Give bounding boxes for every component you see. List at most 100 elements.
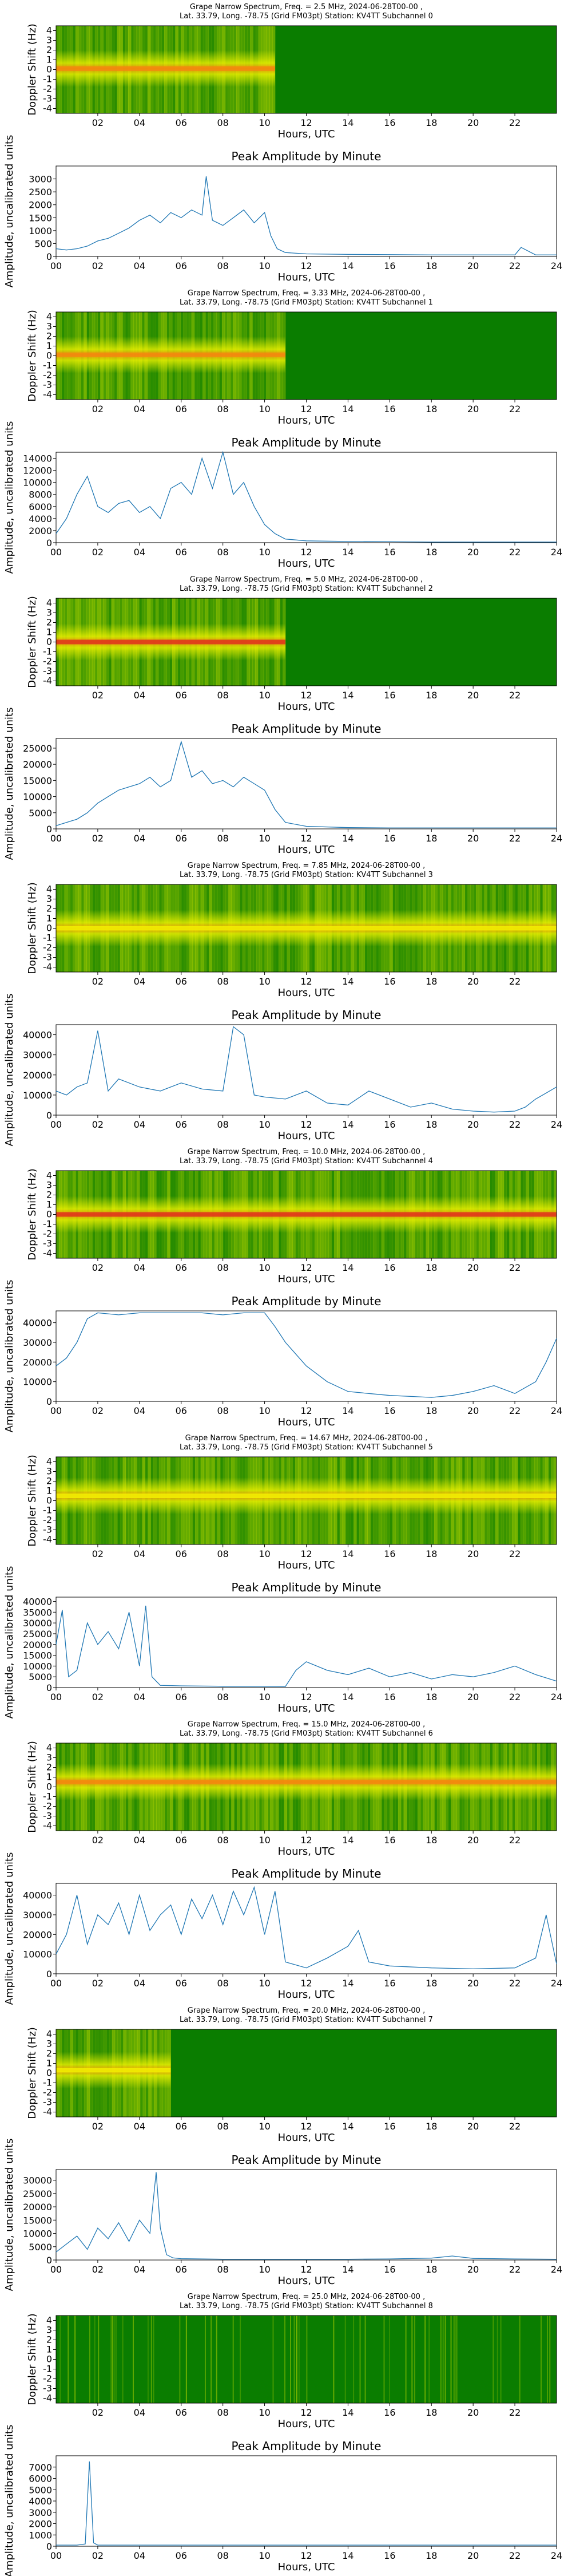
spectrogram-xlabel: Hours, UTC: [278, 2418, 335, 2430]
y-tick-label: 4: [46, 1743, 52, 1753]
y-tick-label: -2: [43, 1515, 52, 1526]
spectrogram-subtitle: Lat. 33.79, Long. -78.75 (Grid FM03pt) S…: [180, 871, 433, 879]
spectrum-stripe: [98, 2316, 100, 2403]
y-tick-label: 25000: [23, 2188, 52, 2199]
y-tick-label: -4: [43, 1534, 52, 1545]
y-tick-label: 3: [46, 1466, 52, 1477]
y-tick-label: -1: [43, 74, 52, 85]
spectrum-stripe: [179, 2316, 181, 2403]
amplitude-xlabel: Hours, UTC: [278, 1989, 335, 2001]
amplitude-series-line: [55, 1605, 557, 1687]
y-tick-label: 1: [46, 1199, 52, 1210]
y-tick-label: 3: [46, 2038, 52, 2049]
amplitude-xlabel: Hours, UTC: [278, 2561, 335, 2573]
amplitude-xlabel: Hours, UTC: [278, 844, 335, 856]
x-tick-label: 24: [551, 547, 562, 558]
spectrum-stripe: [293, 2316, 295, 2403]
y-tick-label: -4: [43, 2107, 52, 2117]
spectrogram-title: Grape Narrow Spectrum, Freq. = 20.0 MHz,…: [188, 2006, 425, 2015]
y-tick-label: 0: [46, 923, 52, 934]
x-tick-label: 24: [551, 1405, 562, 1416]
spectrum-carrier: [56, 639, 286, 645]
y-tick-label: 1: [46, 54, 52, 65]
y-tick-label: -2: [43, 656, 52, 667]
x-tick-label: 04: [134, 1405, 145, 1416]
y-tick-label: 1: [46, 341, 52, 351]
amplitude-frame: [55, 1883, 557, 1974]
spectrum-stripe: [450, 2316, 452, 2403]
x-tick-label: 24: [551, 1119, 562, 1130]
x-tick-label: 22: [509, 1262, 521, 1273]
x-tick-label: 02: [92, 547, 104, 558]
x-tick-label: 16: [384, 2550, 395, 2561]
spectrum-stripe: [456, 2316, 458, 2403]
amplitude-ylabel: Amplitude, uncalibrated units: [3, 421, 15, 574]
y-tick-label: 3: [46, 35, 52, 46]
spectrum-stripe: [444, 2316, 446, 2403]
x-tick-label: 18: [426, 833, 437, 844]
spectrogram-subtitle: Lat. 33.79, Long. -78.75 (Grid FM03pt) S…: [180, 1729, 433, 1738]
spectrum-stripe: [232, 2316, 234, 2403]
x-tick-label: 06: [176, 976, 187, 987]
spectrum-stripe: [389, 2316, 391, 2403]
x-tick-label: 06: [176, 1978, 187, 1989]
x-tick-label: 04: [134, 690, 145, 701]
spectrum-stripe: [359, 2316, 361, 2403]
x-tick-label: 16: [384, 1262, 395, 1273]
x-tick-label: 12: [300, 1692, 312, 1702]
y-tick-label: 35000: [23, 1607, 52, 1618]
x-tick-label: 08: [217, 1548, 228, 1559]
spectrum-carrier: [56, 1212, 557, 1217]
x-tick-label: 10: [259, 2264, 270, 2275]
x-tick-label: 24: [551, 1978, 562, 1989]
x-tick-label: 04: [134, 2407, 145, 2418]
x-tick-label: 10: [259, 976, 270, 987]
amplitude-title: Peak Amplitude by Minute: [232, 2153, 382, 2167]
spectrogram-title: Grape Narrow Spectrum, Freq. = 25.0 MHz,…: [188, 2293, 425, 2301]
amplitude-panel: Peak Amplitude by Minute 00 02 04 06 08 10 12 14…: [3, 2425, 562, 2576]
x-tick-label: 22: [509, 547, 521, 558]
x-tick-label: 02: [92, 2550, 104, 2561]
y-tick-label: 0: [46, 1495, 52, 1506]
spectrum-stripe: [306, 2316, 308, 2403]
spectrum-stripe: [424, 2316, 426, 2403]
spectrum-stripe: [333, 2316, 335, 2403]
x-tick-label: 00: [50, 2264, 62, 2275]
spectrogram-ylabel: Doppler Shift (Hz): [26, 2027, 38, 2119]
x-tick-label: 22: [509, 833, 521, 844]
y-tick-label: 15000: [23, 2215, 52, 2226]
x-tick-label: 10: [259, 260, 270, 271]
x-tick-label: 12: [300, 2264, 312, 2275]
x-tick-label: 20: [467, 1835, 479, 1846]
y-tick-label: 40000: [23, 1597, 52, 1607]
amplitude-ylabel: Amplitude, uncalibrated units: [3, 1852, 15, 2005]
spectrum-stripe: [541, 2316, 542, 2403]
spectrum-stripe: [204, 2316, 206, 2403]
spectrum-stripe: [115, 2316, 117, 2403]
y-tick-label: 0: [46, 251, 52, 262]
amplitude-ylabel: Amplitude, uncalibrated units: [3, 2425, 15, 2576]
spectrogram-title: Grape Narrow Spectrum, Freq. = 5.0 MHz, …: [190, 575, 423, 584]
amplitude-ylabel: Amplitude, uncalibrated units: [3, 135, 15, 288]
y-tick-label: -3: [43, 1238, 52, 1249]
x-tick-label: 10: [259, 1548, 270, 1559]
y-tick-label: 20000: [23, 759, 52, 770]
amplitude-xlabel: Hours, UTC: [278, 271, 335, 283]
amplitude-ylabel: Amplitude, uncalibrated units: [3, 1280, 15, 1433]
y-tick-label: 20000: [23, 1639, 52, 1650]
x-tick-label: 00: [50, 2550, 62, 2561]
amplitude-frame: [55, 2169, 557, 2261]
x-tick-label: 20: [467, 2264, 479, 2275]
amplitude-frame: [55, 1024, 557, 1116]
y-tick-label: -3: [43, 666, 52, 677]
y-tick-label: 0: [46, 1781, 52, 1792]
x-tick-label: 08: [217, 2264, 228, 2275]
spectrum-stripe: [186, 2316, 188, 2403]
x-tick-label: 10: [259, 690, 270, 701]
x-tick-label: 16: [384, 547, 395, 558]
spectrum-stripe: [519, 2316, 521, 2403]
y-tick-label: 40000: [23, 1318, 52, 1329]
y-tick-label: 3000: [29, 174, 52, 185]
y-tick-label: 6000: [29, 2474, 52, 2484]
x-tick-label: 14: [342, 260, 353, 271]
